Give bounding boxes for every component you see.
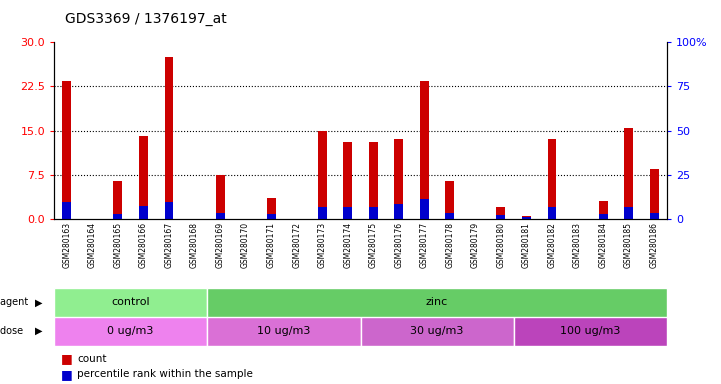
Bar xyxy=(343,207,352,219)
Bar xyxy=(547,207,557,219)
Bar xyxy=(394,139,403,219)
Text: dose: dose xyxy=(0,326,26,336)
Bar xyxy=(267,214,275,219)
Bar xyxy=(650,169,658,219)
Text: control: control xyxy=(111,297,150,308)
Bar xyxy=(139,206,148,219)
Text: ■: ■ xyxy=(61,368,73,381)
Text: ■: ■ xyxy=(61,353,73,366)
Bar xyxy=(513,317,667,346)
Bar xyxy=(139,136,148,219)
Bar xyxy=(369,142,378,219)
Bar xyxy=(650,213,658,219)
Text: ▶: ▶ xyxy=(35,326,42,336)
Text: count: count xyxy=(77,354,107,364)
Bar xyxy=(164,202,174,219)
Bar xyxy=(318,131,327,219)
Bar xyxy=(113,214,123,219)
Bar xyxy=(216,175,224,219)
Text: agent: agent xyxy=(0,297,32,308)
Bar xyxy=(547,139,557,219)
Bar xyxy=(420,199,429,219)
Bar xyxy=(446,180,454,219)
Bar xyxy=(63,202,71,219)
Bar xyxy=(360,317,513,346)
Text: zinc: zinc xyxy=(426,297,448,308)
Text: 0 ug/m3: 0 ug/m3 xyxy=(107,326,154,336)
Text: 100 ug/m3: 100 ug/m3 xyxy=(560,326,621,336)
Bar xyxy=(420,81,429,219)
Text: ▶: ▶ xyxy=(35,297,42,308)
Bar xyxy=(164,57,174,219)
Bar xyxy=(63,81,71,219)
Bar xyxy=(522,217,531,219)
Bar xyxy=(522,216,531,219)
Bar xyxy=(343,142,352,219)
Text: 10 ug/m3: 10 ug/m3 xyxy=(257,326,311,336)
Bar xyxy=(54,288,208,317)
Bar xyxy=(216,213,224,219)
Bar xyxy=(598,214,608,219)
Bar xyxy=(624,207,633,219)
Bar xyxy=(497,207,505,219)
Bar xyxy=(446,213,454,219)
Bar xyxy=(208,317,360,346)
Bar xyxy=(497,215,505,219)
Text: GDS3369 / 1376197_at: GDS3369 / 1376197_at xyxy=(65,12,226,25)
Bar xyxy=(267,198,275,219)
Bar xyxy=(54,317,208,346)
Bar xyxy=(624,127,633,219)
Bar xyxy=(318,207,327,219)
Text: percentile rank within the sample: percentile rank within the sample xyxy=(77,369,253,379)
Bar xyxy=(394,204,403,219)
Text: 30 ug/m3: 30 ug/m3 xyxy=(410,326,464,336)
Bar xyxy=(369,207,378,219)
Bar xyxy=(598,201,608,219)
Bar xyxy=(208,288,667,317)
Bar xyxy=(113,180,123,219)
